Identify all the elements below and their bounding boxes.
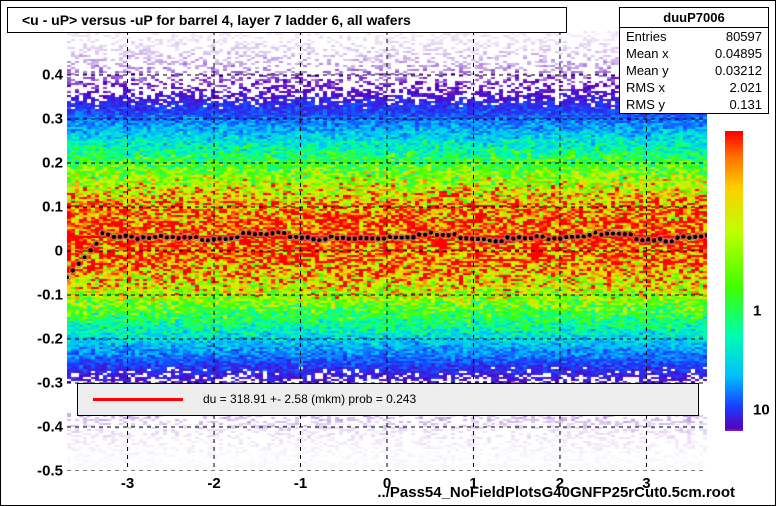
stats-row: RMS y 0.131 xyxy=(620,96,768,113)
x-tick-label: -3 xyxy=(121,475,134,492)
root: <u - uP> versus -uP for barrel 4, layer … xyxy=(0,0,776,506)
stats-label: RMS y xyxy=(626,97,665,112)
x-tick-label: -2 xyxy=(207,475,220,492)
y-tick-label: 0.4 xyxy=(42,67,63,84)
y-tick-label: -0.1 xyxy=(37,287,63,304)
y-tick-label: 0.2 xyxy=(42,155,63,172)
y-tick-label: 0.3 xyxy=(42,111,63,128)
fit-legend-box: du = 318.91 +- 2.58 (mkm) prob = 0.243 xyxy=(77,383,699,416)
stats-value: 0.04895 xyxy=(715,46,762,61)
fit-legend-text: du = 318.91 +- 2.58 (mkm) prob = 0.243 xyxy=(203,392,416,406)
stats-label: Mean x xyxy=(626,46,669,61)
stats-value: 0.03212 xyxy=(715,63,762,78)
plot-title-box: <u - uP> versus -uP for barrel 4, layer … xyxy=(7,7,567,33)
stats-name: duuP7006 xyxy=(620,8,768,28)
y-tick-label: -0.3 xyxy=(37,375,63,392)
plot-title: <u - uP> versus -uP for barrel 4, layer … xyxy=(22,12,411,28)
y-tick-label: -0.5 xyxy=(37,463,63,480)
stats-box: duuP7006 Entries80597Mean x0.04895Mean y… xyxy=(619,7,769,114)
stats-value: 80597 xyxy=(726,29,762,44)
plot-area: du = 318.91 +- 2.58 (mkm) prob = 0.243 xyxy=(67,31,707,471)
stats-label: Mean y xyxy=(626,63,669,78)
stats-label: RMS x xyxy=(626,80,665,95)
fit-legend-line xyxy=(93,398,183,401)
stats-value: 2.021 xyxy=(729,80,762,95)
y-tick-label: -0.2 xyxy=(37,331,63,348)
colorbar-tick-label: 10 xyxy=(753,402,770,419)
y-tick-label: 0 xyxy=(55,243,63,260)
stats-row: Mean y 0.03212 xyxy=(620,62,768,79)
stats-row: Entries 80597 xyxy=(620,28,768,45)
colorbar xyxy=(725,131,743,431)
colorbar-tick-label: 1 xyxy=(753,303,761,320)
x-tick-label: -1 xyxy=(294,475,307,492)
y-tick-label: -0.4 xyxy=(37,419,63,436)
stats-row: Mean x 0.04895 xyxy=(620,45,768,62)
stats-label: Entries xyxy=(626,29,666,44)
footer-path: ../Pass54_NoFieldPlotsG40GNFP25rCut0.5cm… xyxy=(377,484,735,501)
y-tick-label: 0.1 xyxy=(42,199,63,216)
stats-row: RMS x 2.021 xyxy=(620,79,768,96)
stats-value: 0.131 xyxy=(729,97,762,112)
